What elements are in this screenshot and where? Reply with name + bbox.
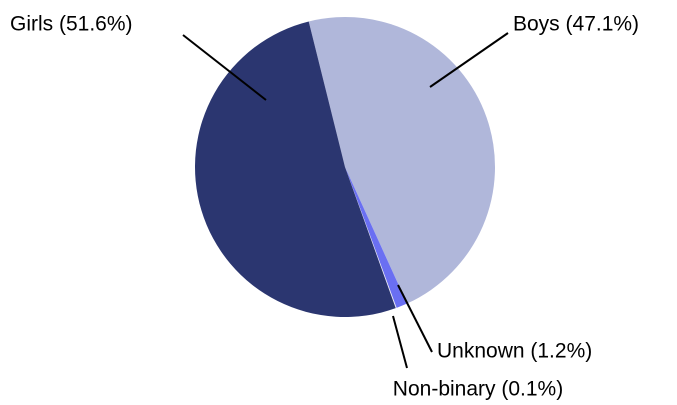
slice-label: Boys (47.1%) <box>513 13 639 36</box>
slice-label: Non-binary (0.1%) <box>393 378 563 401</box>
slice-label: Unknown (1.2%) <box>437 340 592 363</box>
leader-line <box>392 315 408 369</box>
leader-line <box>429 32 509 88</box>
pie-slice <box>345 167 397 309</box>
pie-slice <box>345 167 408 308</box>
pie-slice <box>195 21 396 317</box>
leader-line <box>182 34 267 101</box>
slice-label: Girls (51.6%) <box>10 13 133 36</box>
pie-slice <box>308 16 495 304</box>
leader-line <box>397 284 433 353</box>
